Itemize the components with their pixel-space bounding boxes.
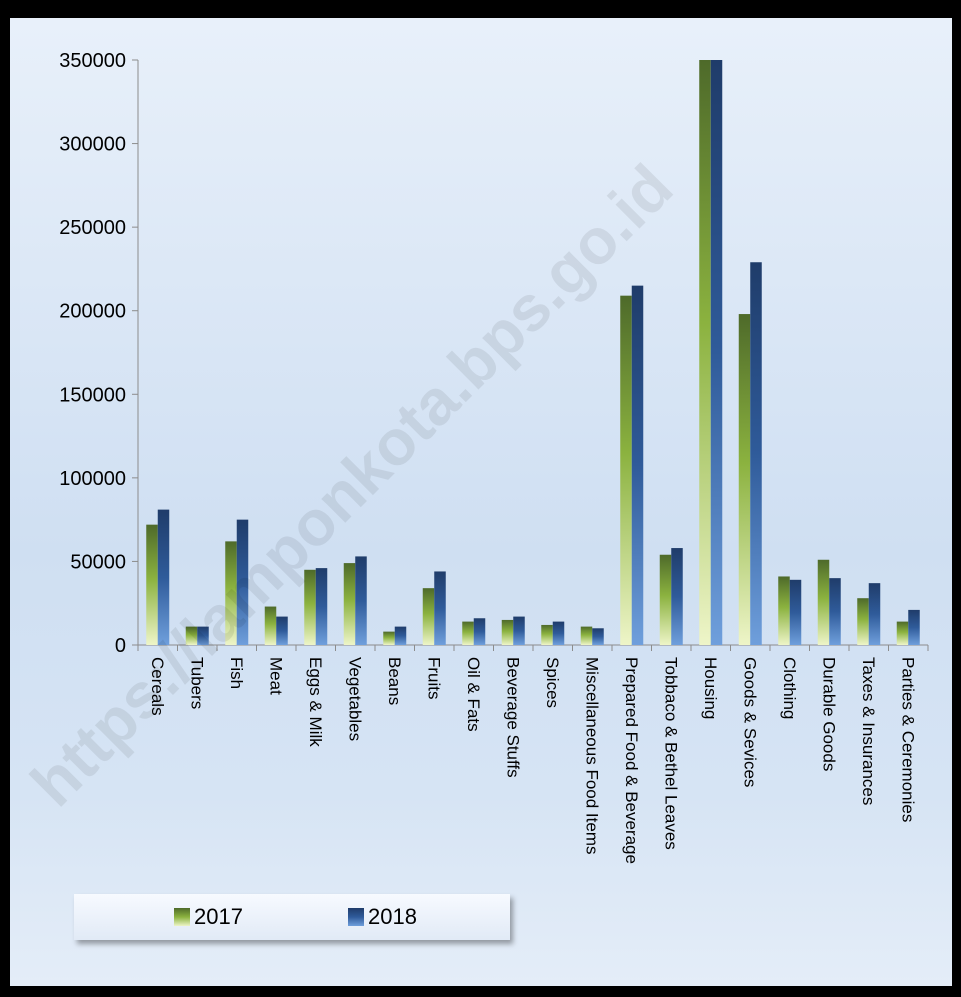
bars: [146, 60, 920, 645]
bar-2018-14: [671, 548, 683, 645]
bar-2017-14: [659, 554, 672, 645]
x-category-label: Goods & Sevices: [740, 657, 759, 787]
x-category-label: Beans: [385, 657, 404, 705]
bar-2017-11: [541, 624, 553, 645]
bar-2017-3: [225, 541, 237, 645]
bar-2018-16: [750, 262, 762, 645]
x-category-label: Durable Goods: [819, 657, 838, 771]
bar-chart: 0 50000 100000 150000 200000 250000 300000 3500…: [59, 50, 929, 864]
bar-2017-19: [857, 598, 869, 645]
bar-2018-18: [829, 578, 841, 645]
y-tick-label: 100000: [59, 468, 126, 490]
y-tick-label: 200000: [59, 301, 126, 323]
x-category-label: Prepared Food & Beverage: [622, 657, 641, 864]
y-tick-label: 350000: [59, 50, 126, 72]
x-category-label: Taxes & Insurances: [859, 657, 878, 805]
bar-2018-12: [592, 628, 604, 645]
bar-2017-12: [580, 626, 593, 645]
bar-2017-17: [778, 576, 790, 645]
bar-2018-10: [513, 616, 525, 645]
x-category-label: Miscellaneous Food Items: [582, 657, 601, 854]
legend: 2017 2018: [74, 894, 510, 940]
bar-2017-8: [422, 588, 435, 645]
bar-2017-6: [343, 563, 356, 645]
y-tick-label: 250000: [59, 217, 126, 239]
x-category-label: Fish: [227, 657, 246, 689]
bar-2017-13: [620, 295, 632, 645]
axes: [132, 59, 929, 651]
bar-2017-10: [501, 619, 514, 645]
bar-2018-4: [276, 616, 288, 645]
bar-2018-8: [434, 571, 446, 645]
y-tick-label: 50000: [70, 551, 126, 573]
bar-2018-7: [394, 626, 407, 645]
bar-2018-19: [868, 583, 881, 645]
legend-swatch-2017: [174, 908, 190, 926]
x-category-label: Fruits: [424, 657, 443, 700]
legend-label-2018: 2018: [368, 904, 417, 929]
bar-2017-7: [383, 631, 395, 645]
x-category-label: Spices: [543, 657, 562, 708]
legend-item-2017: 2017: [174, 904, 243, 930]
bar-2017-4: [264, 606, 277, 645]
bar-2018-20: [908, 609, 920, 645]
bar-2018-2: [197, 626, 209, 645]
x-category-label: Clothing: [780, 657, 799, 719]
y-tick-label: 300000: [59, 134, 126, 156]
bar-2018-6: [355, 556, 367, 645]
axis-labels: 0 50000 100000 150000 200000 250000 300000 3500…: [59, 50, 917, 864]
bar-2018-11: [552, 621, 565, 645]
x-category-label: Parties & Ceremonies: [898, 657, 917, 822]
bar-2017-20: [896, 621, 909, 645]
x-category-label: Tubers: [187, 657, 206, 709]
x-category-label: Housing: [701, 657, 720, 719]
bar-2017-18: [817, 559, 830, 645]
bar-2018-5: [315, 568, 328, 645]
x-category-label: Vegetables: [345, 657, 364, 741]
bar-2018-15: [710, 60, 723, 645]
x-category-label: Oil & Fats: [464, 657, 483, 732]
y-tick-label: 150000: [59, 384, 126, 406]
legend-label-2017: 2017: [194, 904, 243, 929]
bar-2018-9: [473, 618, 486, 645]
bar-2018-1: [157, 509, 170, 645]
bar-2017-15: [699, 60, 711, 645]
bar-2018-13: [631, 285, 644, 645]
bar-2017-5: [304, 569, 316, 645]
y-tick-label: 0: [115, 635, 126, 657]
bar-2017-16: [738, 314, 751, 645]
bar-2017-9: [462, 621, 474, 645]
bar-2017-2: [185, 626, 198, 645]
x-category-label: Eggs & Milk: [306, 657, 325, 747]
legend-item-2018: 2018: [348, 904, 417, 930]
bar-2017-1: [146, 524, 158, 645]
x-category-label: Beverage Stuffs: [503, 657, 522, 778]
bar-2018-3: [236, 519, 249, 645]
x-category-label: Meat: [266, 657, 285, 695]
bar-2018-17: [789, 579, 802, 645]
chart-area: 0 50000 100000 150000 200000 250000 300000 3500…: [10, 18, 952, 986]
x-category-label: Tobbaco & Bethel Leaves: [661, 657, 680, 850]
x-category-label: Cereals: [148, 657, 167, 716]
legend-swatch-2018: [348, 908, 364, 926]
